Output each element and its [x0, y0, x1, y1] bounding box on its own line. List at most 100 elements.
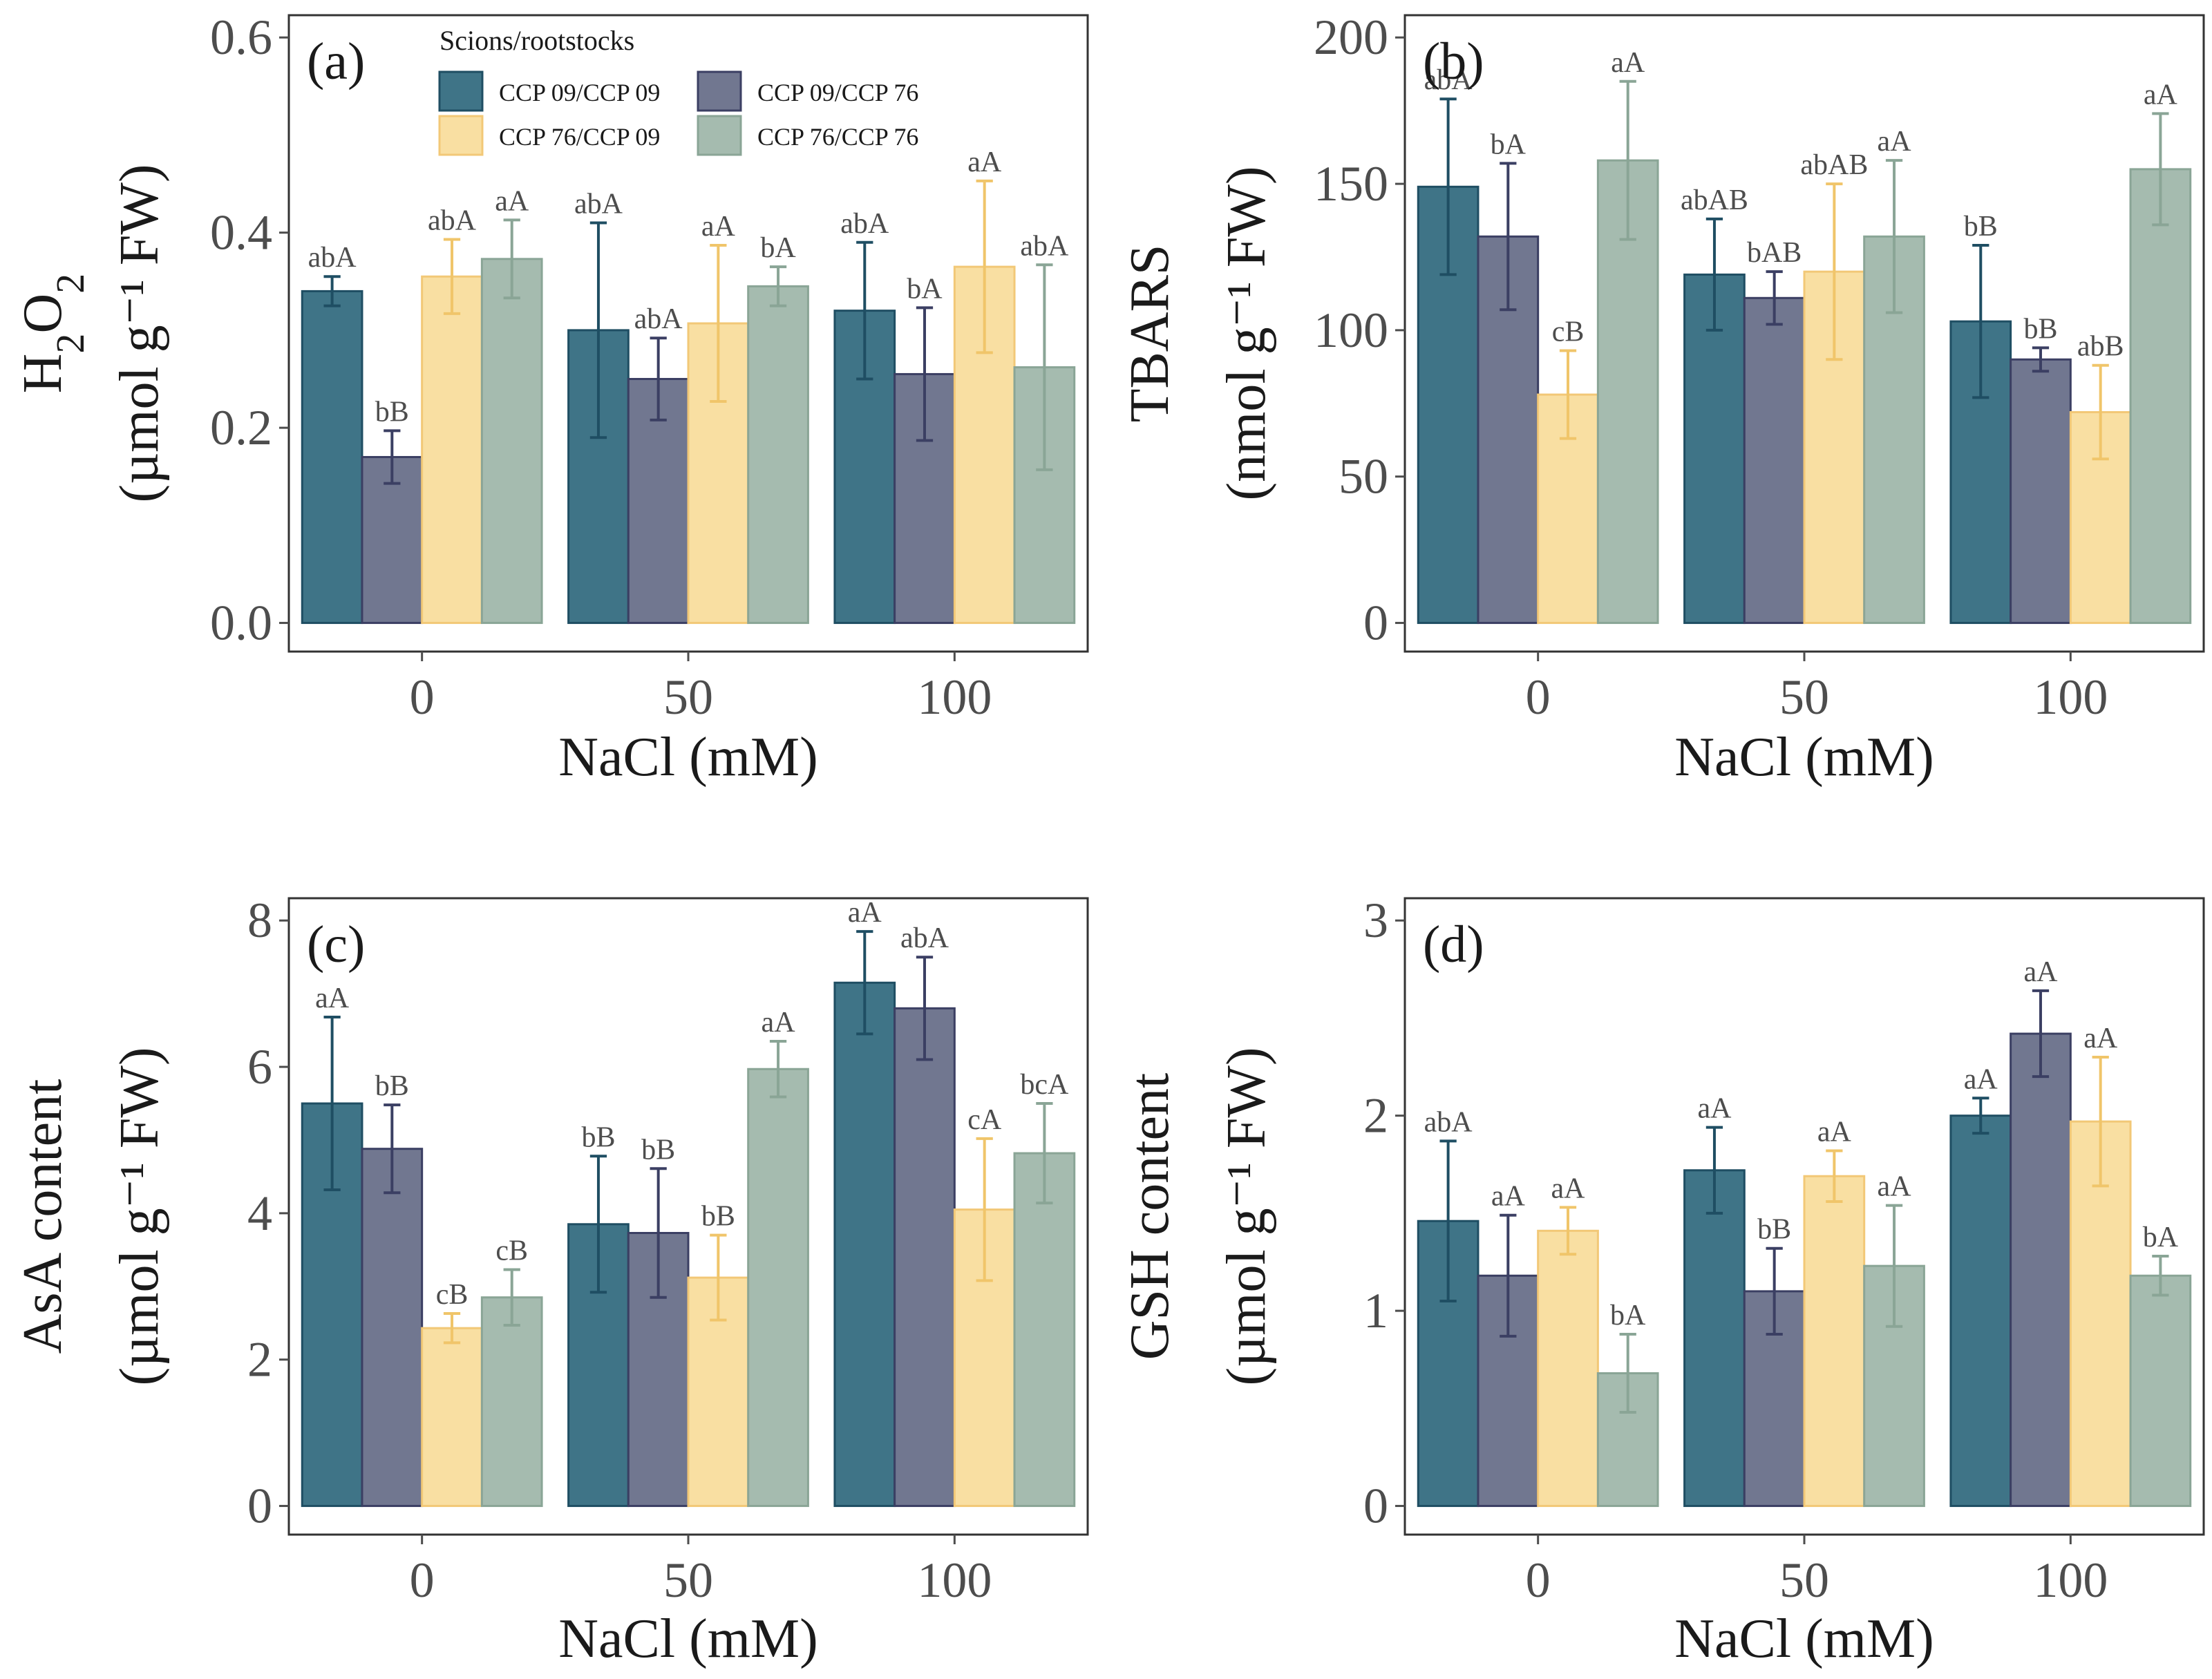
significance-label: aA [1878, 1171, 1912, 1203]
x-tick-label: 50 [663, 1553, 713, 1608]
panel-d: 0 1 2 3 0 50 100 abA aA aA aA bB aA aA aA aA bA aA bA (d) Na… [1119, 893, 2205, 1669]
bar [1803, 1175, 1866, 1508]
y-axis-unit: (µmol g⁻¹ FW) [109, 164, 170, 502]
significance-label: bB [701, 1201, 735, 1233]
bar [480, 1296, 543, 1508]
bar [1949, 1114, 2012, 1508]
x-tick-label: 0 [1526, 670, 1551, 725]
significance-label: bB [2023, 313, 2057, 345]
significance-label: aA [2083, 1023, 2118, 1054]
panel-b: 0 50 100 150 200 0 50 100 abA abAB bB bA bAB bB cB abAB… [1119, 10, 2205, 788]
significance-label: bA [1610, 1300, 1646, 1331]
y-tick-label: 150 [1314, 156, 1388, 211]
y-axis-title: GSH content [1119, 1073, 1180, 1360]
significance-label: bA [760, 232, 796, 264]
significance-label: abAB [1800, 149, 1868, 181]
y-tick-label: 6 [247, 1039, 272, 1094]
bar [1537, 1229, 1599, 1508]
x-tick-label: 50 [1779, 670, 1829, 725]
significance-label: cB [495, 1235, 528, 1267]
y-tick-label: 50 [1339, 449, 1388, 504]
significance-label: aA [762, 1007, 796, 1038]
bar [2129, 168, 2192, 625]
significance-label: aA [848, 897, 882, 929]
bar [2129, 1274, 2192, 1508]
panel-label: (a) [307, 32, 365, 91]
x-tick-label: 50 [663, 670, 713, 725]
panel-c: 0 2 4 6 8 0 50 100 aA bB aA bB bB abA cB bB cA cB aA bcA (c)… [12, 893, 1089, 1669]
significance-label: bB [581, 1121, 615, 1153]
y-axis-unit: (µmol g⁻¹ FW) [109, 1047, 170, 1385]
x-tick-label: 0 [410, 1553, 435, 1608]
legend-item-label: CCP 09/CCP 76 [757, 79, 918, 106]
significance-label: bAB [1747, 237, 1802, 269]
bar [1683, 1169, 1746, 1508]
bar [361, 1148, 424, 1508]
significance-label: aA [701, 211, 736, 243]
significance-label: bA [2143, 1222, 2179, 1253]
bar [421, 275, 483, 625]
significance-label: bA [907, 273, 943, 305]
significance-label: aA [2023, 956, 2058, 988]
legend-item-label: CCP 09/CCP 09 [499, 79, 660, 106]
y-axis-title: H2O2 [12, 274, 93, 394]
x-tick-label: 100 [917, 1553, 992, 1608]
significance-label: abA [574, 189, 623, 220]
y-tick-label: 1 [1363, 1283, 1388, 1338]
significance-label: aA [967, 146, 1002, 178]
x-axis-title: NaCl (mM) [1674, 727, 1934, 788]
legend-swatch [697, 115, 742, 156]
x-axis-title: NaCl (mM) [558, 1609, 818, 1669]
y-tick-label: 200 [1314, 10, 1388, 65]
legend-title: Scions/rootstocks [439, 25, 634, 56]
significance-label: abA [900, 922, 949, 954]
legend-swatch [438, 70, 484, 112]
significance-label: cB [436, 1279, 469, 1311]
legend-swatch [438, 115, 484, 156]
x-tick-label: 100 [917, 670, 992, 725]
x-tick-label: 100 [2033, 670, 2108, 725]
legend: Scions/rootstocks CCP 09/CCP 09 CCP 09/CCP… [438, 25, 918, 156]
legend-item-label: CCP 76/CCP 76 [757, 123, 918, 151]
significance-label: abA [1424, 1106, 1473, 1138]
significance-label: abA [840, 208, 889, 240]
bar [1013, 1152, 1076, 1508]
bar [421, 1327, 483, 1508]
significance-label: aA [1878, 126, 1912, 158]
significance-label: abAB [1681, 184, 1748, 216]
panel-label: (c) [307, 916, 365, 974]
significance-label: bB [375, 396, 409, 428]
y-tick-label: 4 [247, 1186, 272, 1241]
significance-label: aA [315, 983, 350, 1014]
significance-label: aA [1611, 47, 1645, 79]
panel-label: (b) [1423, 32, 1484, 91]
significance-label: aA [495, 185, 529, 217]
significance-label: abA [428, 205, 477, 237]
y-tick-label: 8 [247, 893, 272, 948]
significance-label: aA [2144, 79, 2178, 111]
x-tick-label: 50 [1779, 1553, 1829, 1608]
significance-label: cA [967, 1104, 1002, 1136]
significance-label: abB [2077, 331, 2124, 363]
significance-label: abA [634, 303, 683, 335]
significance-label: aA [1964, 1063, 1998, 1095]
y-tick-label: 0.0 [210, 596, 272, 651]
significance-label: bB [375, 1070, 409, 1102]
legend-swatch [697, 70, 742, 112]
legend-item-label: CCP 76/CCP 09 [499, 123, 660, 151]
bar [833, 981, 896, 1508]
x-tick-label: 0 [1526, 1553, 1551, 1608]
x-tick-label: 100 [2033, 1553, 2108, 1608]
significance-label: bB [641, 1134, 675, 1166]
y-tick-label: 0.6 [210, 10, 272, 65]
y-tick-label: 100 [1314, 303, 1388, 358]
bar [2010, 1032, 2072, 1508]
y-tick-label: 0 [247, 1479, 272, 1534]
significance-label: bA [1491, 129, 1526, 160]
bar [301, 290, 363, 625]
y-tick-label: 0.4 [210, 205, 272, 260]
y-axis-unit: (µmol g⁻¹ FW) [1216, 1047, 1277, 1385]
bar [747, 1068, 809, 1508]
bar [747, 285, 809, 625]
